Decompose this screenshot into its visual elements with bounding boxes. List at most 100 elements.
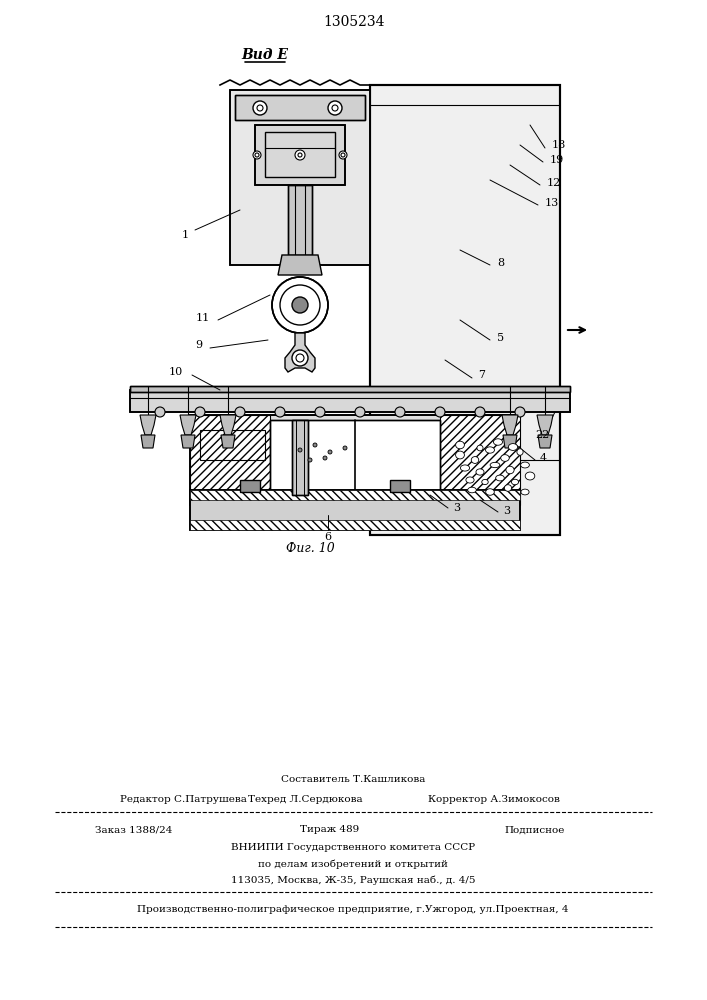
Text: 6: 6: [325, 532, 332, 542]
Circle shape: [475, 407, 485, 417]
Polygon shape: [538, 435, 552, 448]
Circle shape: [313, 443, 317, 447]
Circle shape: [295, 150, 305, 160]
Bar: [292, 420, 308, 495]
Bar: [265, 132, 335, 177]
Bar: [235, 95, 365, 120]
Bar: [190, 415, 270, 505]
Ellipse shape: [455, 441, 464, 449]
Bar: [130, 390, 570, 412]
Text: 3: 3: [503, 506, 510, 516]
Bar: [370, 85, 560, 535]
Circle shape: [292, 350, 308, 366]
Bar: [255, 125, 345, 185]
Polygon shape: [285, 333, 315, 372]
Ellipse shape: [477, 445, 484, 451]
Bar: [190, 490, 520, 530]
Polygon shape: [221, 435, 235, 448]
Bar: [190, 490, 520, 530]
Polygon shape: [140, 415, 156, 435]
Ellipse shape: [503, 485, 513, 491]
Bar: [190, 415, 520, 505]
Circle shape: [308, 458, 312, 462]
Text: по делам изобретений и открытий: по делам изобретений и открытий: [258, 859, 448, 869]
Circle shape: [323, 456, 327, 460]
Bar: [390, 480, 410, 492]
Text: 9: 9: [195, 340, 202, 350]
Text: Заказ 1388/24: Заказ 1388/24: [95, 826, 173, 834]
Circle shape: [435, 407, 445, 417]
Ellipse shape: [486, 446, 493, 454]
Text: 18: 18: [552, 140, 566, 150]
Bar: [240, 480, 260, 492]
Text: 4: 4: [540, 453, 547, 463]
Ellipse shape: [491, 461, 499, 469]
Text: 5: 5: [497, 333, 504, 343]
Bar: [130, 386, 570, 392]
Bar: [292, 420, 308, 495]
Circle shape: [298, 448, 302, 452]
Ellipse shape: [493, 439, 503, 445]
Text: 13: 13: [545, 198, 559, 208]
Bar: [440, 415, 520, 505]
Text: Производственно-полиграфическое предприятие, г.Ужгород, ул.Проектная, 4: Производственно-полиграфическое предприя…: [137, 906, 568, 914]
Text: Техред Л.Сердюкова: Техред Л.Сердюкова: [247, 796, 362, 804]
Text: ВНИИПИ Государственного комитета СССР: ВНИИПИ Государственного комитета СССР: [231, 844, 475, 852]
Text: Корректор А.Зимокосов: Корректор А.Зимокосов: [428, 796, 560, 804]
Polygon shape: [141, 435, 155, 448]
Ellipse shape: [477, 469, 484, 475]
Text: 10: 10: [169, 367, 183, 377]
Text: 12: 12: [547, 178, 561, 188]
Ellipse shape: [467, 477, 473, 483]
Text: 7: 7: [478, 370, 485, 380]
Text: 1305234: 1305234: [323, 15, 385, 29]
Polygon shape: [278, 255, 322, 275]
Text: Фиг. 10: Фиг. 10: [286, 542, 334, 554]
Text: 8: 8: [497, 258, 504, 268]
Ellipse shape: [501, 454, 509, 462]
Text: 3: 3: [453, 503, 460, 513]
Polygon shape: [502, 415, 518, 435]
Bar: [200, 430, 265, 460]
Bar: [255, 125, 345, 185]
Polygon shape: [180, 415, 196, 435]
Circle shape: [515, 407, 525, 417]
Bar: [288, 185, 312, 255]
Circle shape: [275, 407, 285, 417]
Circle shape: [253, 101, 267, 115]
Ellipse shape: [522, 462, 529, 468]
Bar: [230, 90, 370, 265]
Text: Составитель Т.Кашликова: Составитель Т.Кашликова: [281, 776, 425, 784]
Circle shape: [292, 297, 308, 313]
Polygon shape: [537, 415, 553, 435]
Circle shape: [235, 407, 245, 417]
Ellipse shape: [496, 475, 503, 481]
Circle shape: [395, 407, 405, 417]
Bar: [190, 490, 520, 500]
Bar: [190, 520, 520, 530]
Text: Подписное: Подписное: [505, 826, 565, 834]
Ellipse shape: [510, 479, 520, 485]
Bar: [190, 415, 520, 505]
Text: Тираж 489: Тираж 489: [300, 826, 360, 834]
Circle shape: [253, 151, 261, 159]
Circle shape: [328, 101, 342, 115]
Ellipse shape: [505, 466, 515, 474]
Text: Вид Е: Вид Е: [242, 48, 288, 62]
Circle shape: [343, 446, 347, 450]
Ellipse shape: [481, 479, 489, 485]
Ellipse shape: [462, 465, 468, 471]
Circle shape: [155, 407, 165, 417]
Bar: [370, 85, 560, 535]
Circle shape: [272, 277, 328, 333]
Bar: [270, 420, 440, 502]
Circle shape: [355, 407, 365, 417]
Polygon shape: [220, 415, 236, 435]
Polygon shape: [503, 435, 517, 448]
Bar: [130, 386, 570, 392]
Bar: [130, 390, 570, 412]
Bar: [235, 95, 365, 120]
Ellipse shape: [508, 444, 518, 450]
Circle shape: [195, 407, 205, 417]
Text: 11: 11: [196, 313, 210, 323]
